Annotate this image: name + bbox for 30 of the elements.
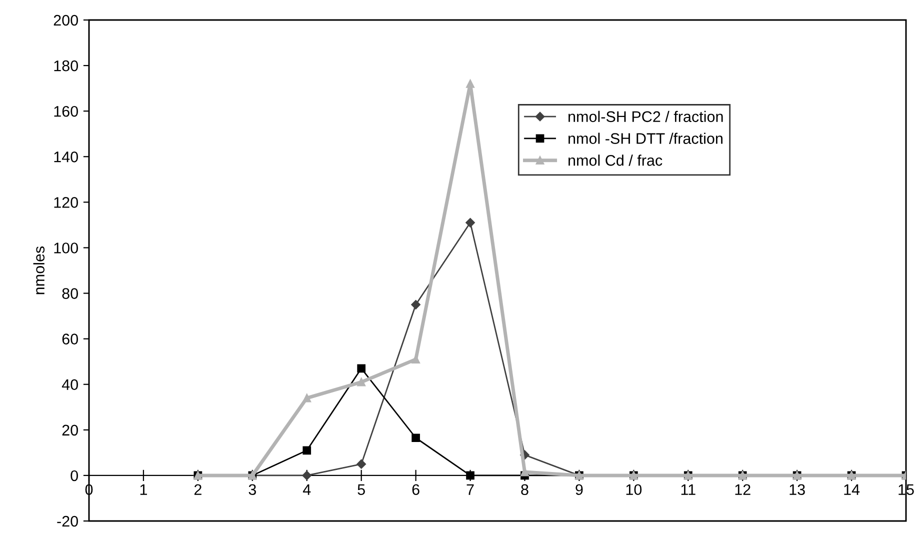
y-tick-label: 0 <box>70 470 78 482</box>
y-tick-label: 40 <box>62 379 78 390</box>
x-tick-label: 8 <box>521 484 528 496</box>
x-tick-label: 14 <box>844 484 860 495</box>
legend-label: nmol-SH PC2 / fraction <box>568 110 723 122</box>
y-tick-label: 100 <box>54 242 78 254</box>
y-tick-label: 140 <box>54 152 78 162</box>
y-tick-label: 160 <box>54 106 78 117</box>
y-tick-label: 80 <box>62 288 78 299</box>
x-tick-label: 5 <box>358 484 365 496</box>
x-tick-label: 9 <box>576 484 583 496</box>
x-tick-label: 3 <box>248 484 256 496</box>
x-tick-label: 2 <box>194 484 202 495</box>
y-tick-label: 200 <box>54 14 78 26</box>
x-tick-label: 6 <box>412 484 420 496</box>
y-axis-title: nmoles <box>33 246 45 294</box>
y-tick-label: 120 <box>54 197 78 208</box>
x-tick-label: 4 <box>302 484 311 495</box>
x-tick-label: 1 <box>140 484 147 495</box>
legend-label: nmol -SH DTT /fraction <box>568 132 722 144</box>
legend-label: nmol Cd / frac <box>568 154 662 166</box>
x-tick-label: 10 <box>626 484 642 496</box>
y-tick-label: 180 <box>54 60 78 72</box>
x-tick-label: 7 <box>466 484 474 495</box>
y-tick-label: 20 <box>62 424 78 436</box>
x-tick-label: 12 <box>735 484 750 495</box>
y-tick-label: 60 <box>62 334 78 345</box>
y-tick-label: -20 <box>57 516 78 527</box>
x-tick-label: 11 <box>681 484 696 495</box>
x-tick-label: 13 <box>790 484 805 496</box>
